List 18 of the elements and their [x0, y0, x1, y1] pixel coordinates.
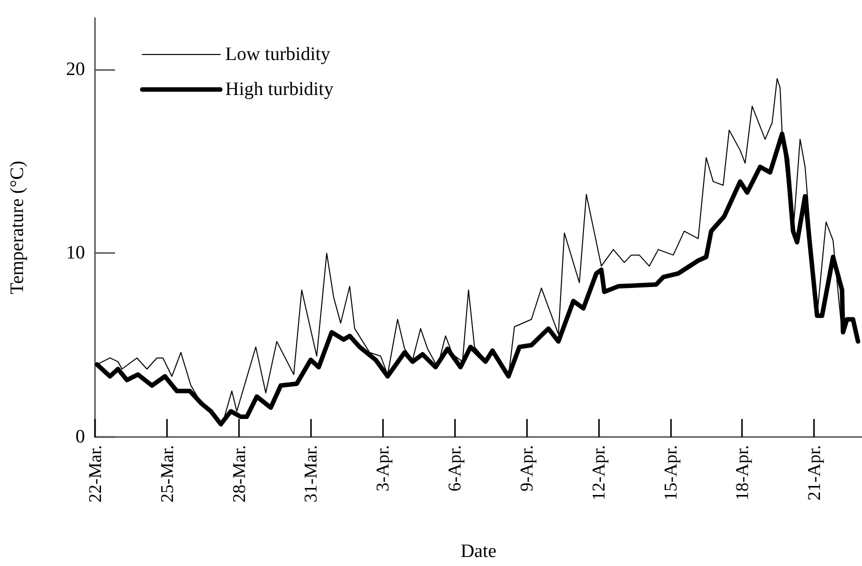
- legend-label: High turbidity: [225, 79, 334, 100]
- x-tick-label: 25-Mar.: [156, 445, 177, 502]
- x-tick-label: 18-Apr.: [732, 445, 752, 500]
- y-tick-label: 20: [66, 58, 85, 80]
- x-tick-label: 31-Mar.: [300, 445, 321, 502]
- legend-label: Low turbidity: [225, 44, 331, 65]
- y-axis-title: Temperature (°C): [7, 160, 28, 294]
- x-tick-label: 22-Mar.: [85, 445, 105, 502]
- x-tick-label: 15-Apr.: [660, 445, 680, 500]
- y-tick-label: 10: [66, 242, 85, 264]
- x-tick-label: 12-Apr.: [588, 445, 608, 500]
- x-tick-label: 6-Apr.: [444, 445, 465, 492]
- x-tick-label: 28-Mar.: [228, 445, 249, 502]
- y-tick-label: 0: [76, 426, 85, 448]
- x-axis-title: Date: [460, 541, 496, 562]
- x-tick-label: 9-Apr.: [516, 445, 536, 492]
- x-tick-label: 21-Apr.: [804, 445, 824, 500]
- x-tick-label: 3-Apr.: [372, 445, 393, 492]
